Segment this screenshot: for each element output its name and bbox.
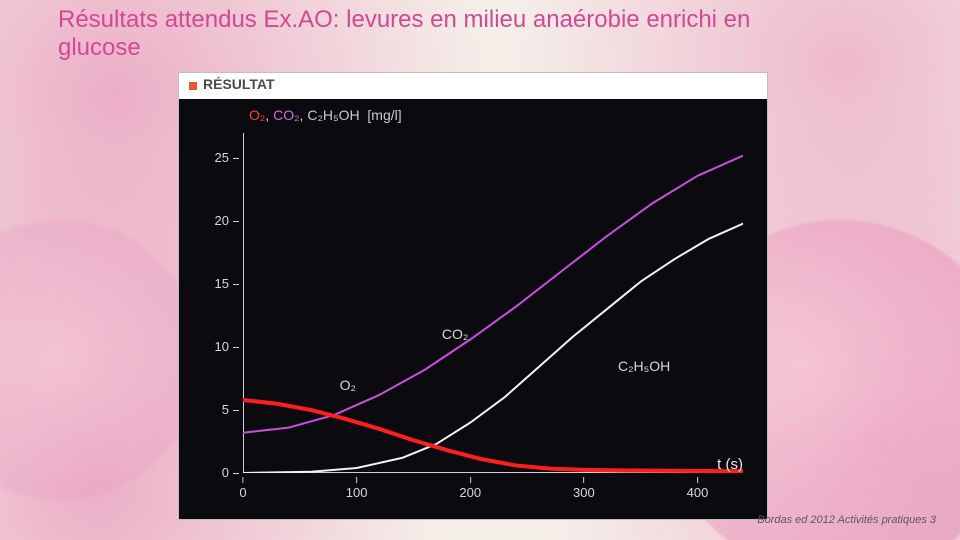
y-tick: 0 bbox=[205, 465, 239, 480]
x-tick: 0 bbox=[239, 477, 246, 500]
legend-o2: O₂ bbox=[249, 107, 265, 123]
page-title: Résultats attendus Ex.AO: levures en mil… bbox=[58, 6, 778, 62]
x-tick: 200 bbox=[459, 477, 481, 500]
slide: Résultats attendus Ex.AO: levures en mil… bbox=[0, 0, 960, 540]
header-square-icon bbox=[189, 82, 197, 90]
series-line bbox=[243, 224, 743, 473]
x-tick: 400 bbox=[687, 477, 709, 500]
series-line bbox=[243, 400, 743, 471]
x-tick: 100 bbox=[346, 477, 368, 500]
series-label: CO₂ bbox=[442, 326, 468, 342]
y-tick: 5 bbox=[205, 402, 239, 417]
series-label: O₂ bbox=[340, 377, 356, 393]
y-tick: 10 bbox=[205, 339, 239, 354]
legend-unit: [mg/l] bbox=[367, 107, 401, 123]
series-line bbox=[243, 156, 743, 433]
x-axis-label: t (s) bbox=[717, 456, 743, 473]
y-tick: 20 bbox=[205, 213, 239, 228]
legend-co2: CO₂ bbox=[273, 107, 299, 123]
y-tick: 15 bbox=[205, 276, 239, 291]
chart-series-svg bbox=[243, 133, 743, 473]
chart-container: RÉSULTAT O₂, CO₂, C₂H₅OH [mg/l] 0 5 10 15 20… bbox=[178, 72, 768, 520]
series-label: C₂H₅OH bbox=[618, 358, 670, 374]
legend-ethanol: C₂H₅OH bbox=[307, 107, 359, 123]
background-decoration bbox=[0, 220, 200, 500]
chart-header: RÉSULTAT bbox=[179, 73, 767, 99]
chart-header-label: RÉSULTAT bbox=[203, 76, 275, 92]
chart-plot-area: 05101520250100200300400CO₂C₂H₅OHO₂ bbox=[243, 133, 743, 473]
chart-legend: O₂, CO₂, C₂H₅OH [mg/l] bbox=[249, 107, 402, 123]
caption: Bordas ed 2012 Activités pratiques 3 bbox=[757, 514, 936, 526]
x-tick: 300 bbox=[573, 477, 595, 500]
y-tick: 25 bbox=[205, 150, 239, 165]
